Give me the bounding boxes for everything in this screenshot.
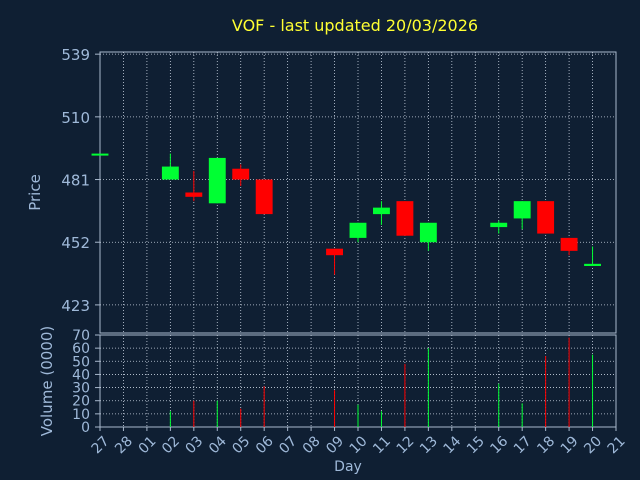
candle-body: [232, 168, 250, 180]
x-tick-label: 06: [253, 433, 277, 457]
chart-title: VOF - last updated 20/03/2026: [232, 16, 478, 35]
volume-tick-label: 70: [72, 328, 90, 344]
x-tick-label: 10: [347, 433, 371, 457]
price-tick-label: 539: [61, 46, 90, 64]
price-axis-label: Price: [26, 174, 44, 211]
candle-body: [161, 166, 179, 180]
candle-body: [396, 201, 414, 236]
volume-tick-label: 40: [72, 367, 90, 383]
x-tick-label: 09: [323, 433, 347, 457]
x-tick-label: 21: [605, 433, 629, 457]
x-tick-label: 17: [511, 433, 535, 457]
candle-body: [255, 179, 273, 215]
x-axis: 27 28 01 02 03 04 05 06 07 08 09 10 11 12 13 14 15 16 17 18…: [89, 427, 629, 457]
x-tick-label: 14: [441, 433, 465, 457]
price-tick-label: 510: [61, 109, 90, 127]
x-tick-label: 12: [394, 433, 418, 457]
x-tick-label: 05: [229, 433, 253, 457]
candle-body: [490, 222, 508, 228]
volume-tick-label: 20: [72, 394, 90, 410]
x-tick-label: 20: [581, 433, 605, 457]
volume-tick-label: 30: [72, 381, 90, 397]
candle-body: [537, 201, 555, 234]
x-tick-label: 18: [534, 433, 558, 457]
price-tick-label: 452: [61, 234, 90, 252]
volume-tick-label: 50: [72, 354, 90, 370]
x-tick-label: 02: [159, 433, 183, 457]
price-panel: 423 452 481 510 539: [61, 46, 617, 334]
candle-body: [91, 153, 109, 156]
candle-body: [419, 222, 437, 243]
volume-tick-label: 0: [81, 420, 90, 436]
x-tick-label: 11: [370, 433, 394, 457]
x-tick-label: 16: [487, 433, 511, 457]
x-tick-label: 28: [112, 433, 136, 457]
x-tick-label: 13: [417, 433, 441, 457]
x-tick-label: 19: [558, 433, 582, 457]
x-tick-label: 08: [300, 433, 324, 457]
candle-body: [185, 192, 203, 197]
price-tick-label: 423: [61, 297, 90, 315]
candle-body: [513, 201, 531, 219]
candle-body: [349, 222, 367, 238]
x-tick-label: 01: [136, 433, 160, 457]
x-axis-label: Day: [334, 459, 362, 475]
candle-body: [560, 237, 578, 251]
candle-body: [584, 263, 601, 266]
x-tick-label: 27: [89, 433, 113, 457]
price-tick-label: 481: [61, 172, 90, 190]
candle-body: [208, 157, 226, 204]
x-tick-label: 03: [183, 433, 207, 457]
volume-tick-label: 60: [72, 341, 90, 357]
volume-tick-label: 10: [72, 407, 90, 423]
volume-axis-label: Volume (0000): [38, 326, 56, 436]
candle-body: [373, 207, 390, 215]
x-tick-label: 04: [206, 433, 230, 457]
x-tick-label: 15: [464, 433, 488, 457]
x-tick-label: 07: [276, 433, 300, 457]
candle-body: [326, 248, 343, 256]
